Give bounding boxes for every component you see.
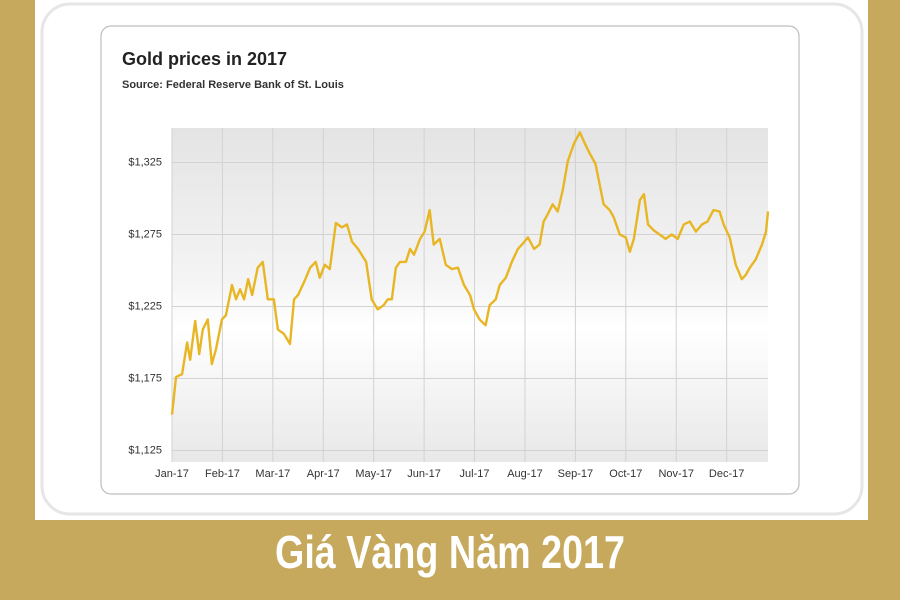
- chart-title: Gold prices in 2017: [122, 49, 287, 69]
- x-tick-label: Sep-17: [558, 468, 593, 480]
- y-tick-label: $1,325: [128, 156, 162, 168]
- y-tick-label: $1,225: [128, 300, 162, 312]
- x-tick-label: Apr-17: [307, 468, 340, 480]
- x-tick-label: Aug-17: [507, 468, 542, 480]
- x-tick-label: Oct-17: [609, 468, 642, 480]
- price-line: [170, 131, 770, 415]
- y-tick-label: $1,275: [128, 228, 162, 240]
- banner-title: Giá Vàng Năm 2017: [275, 527, 625, 578]
- y-tick-label: $1,125: [128, 444, 162, 456]
- x-tick-label: Mar-17: [255, 468, 290, 480]
- y-tick-label: $1,175: [128, 372, 162, 384]
- x-tick-label: Dec-17: [709, 468, 744, 480]
- x-tick-label: Feb-17: [205, 468, 240, 480]
- chart-subtitle: Source: Federal Reserve Bank of St. Loui…: [122, 79, 344, 91]
- x-tick-label: May-17: [355, 468, 392, 480]
- x-tick-label: Nov-17: [658, 468, 693, 480]
- x-tick-label: Jan-17: [155, 468, 189, 480]
- x-tick-label: Jul-17: [460, 468, 490, 480]
- x-tick-label: Jun-17: [407, 468, 441, 480]
- panel-border: [40, 2, 864, 516]
